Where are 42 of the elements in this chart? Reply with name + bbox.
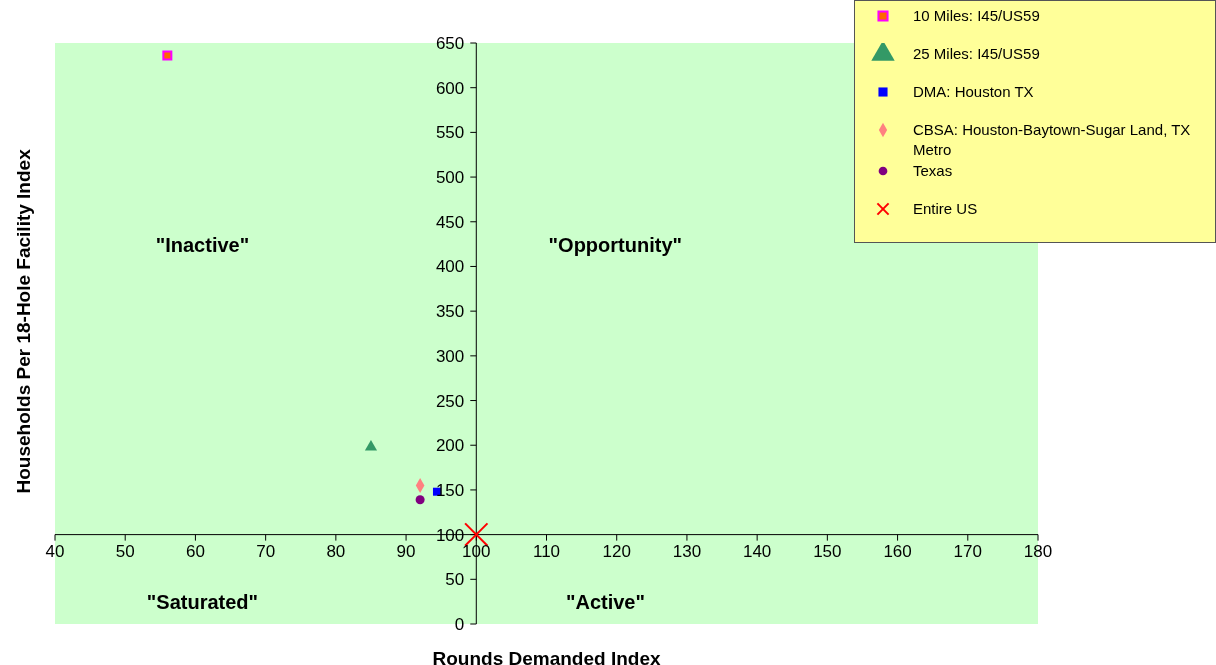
point bbox=[415, 495, 425, 505]
legend-label: Texas bbox=[913, 161, 953, 181]
annotation: "Active" bbox=[565, 591, 645, 614]
y-tick-label: 600 bbox=[435, 78, 465, 98]
point bbox=[364, 440, 378, 451]
annotation: "Opportunity" bbox=[548, 234, 683, 257]
legend-label: 25 Miles: I45/US59 bbox=[913, 44, 1040, 64]
x-tick-label: 110 bbox=[532, 541, 561, 561]
x-tick-label: 40 bbox=[45, 541, 65, 561]
y-tick-label: 500 bbox=[435, 168, 465, 188]
x-tick-label: 130 bbox=[672, 541, 702, 561]
x-tick-label: 90 bbox=[396, 541, 416, 561]
y-tick-label: 350 bbox=[435, 302, 465, 322]
annotation: "Inactive" bbox=[155, 234, 250, 257]
legend-label: Entire US bbox=[913, 199, 978, 219]
y-tick-label: 150 bbox=[435, 480, 465, 500]
y-axis-title: Households Per 18-Hole Facility Index bbox=[12, 148, 34, 494]
y-tick-label: 300 bbox=[435, 346, 465, 366]
y-tick-label: 550 bbox=[435, 123, 465, 143]
y-tick-label: 650 bbox=[435, 34, 465, 53]
y-tick-label: 450 bbox=[435, 212, 465, 232]
x-tick-label: 120 bbox=[602, 541, 631, 561]
y-tick-label: 400 bbox=[435, 257, 465, 277]
y-tick-label: 200 bbox=[435, 436, 465, 456]
x-tick-label: 50 bbox=[115, 541, 135, 561]
x-tick-label: 170 bbox=[953, 541, 982, 561]
legend-label: CBSA: Houston-Baytown-Sugar Land, TX Metro bbox=[913, 120, 1192, 160]
x-axis-title: Rounds Demanded Index bbox=[432, 648, 661, 665]
x-tick-label: 180 bbox=[1023, 541, 1053, 561]
annotation: "Saturated" bbox=[146, 591, 259, 614]
y-tick-label: 0 bbox=[454, 615, 465, 634]
point bbox=[162, 50, 173, 61]
x-tick-label: 160 bbox=[883, 541, 912, 561]
y-tick-label: 50 bbox=[445, 570, 465, 590]
x-tick-label: 150 bbox=[813, 541, 842, 561]
legend-label: DMA: Houston TX bbox=[913, 82, 1034, 102]
legend-label: 10 Miles: I45/US59 bbox=[913, 6, 1040, 26]
x-tick-label: 140 bbox=[742, 541, 772, 561]
y-tick-label: 250 bbox=[435, 391, 465, 411]
x-tick-label: 60 bbox=[185, 541, 205, 561]
x-tick-label: 70 bbox=[256, 541, 276, 561]
x-tick-label: 80 bbox=[326, 541, 346, 561]
